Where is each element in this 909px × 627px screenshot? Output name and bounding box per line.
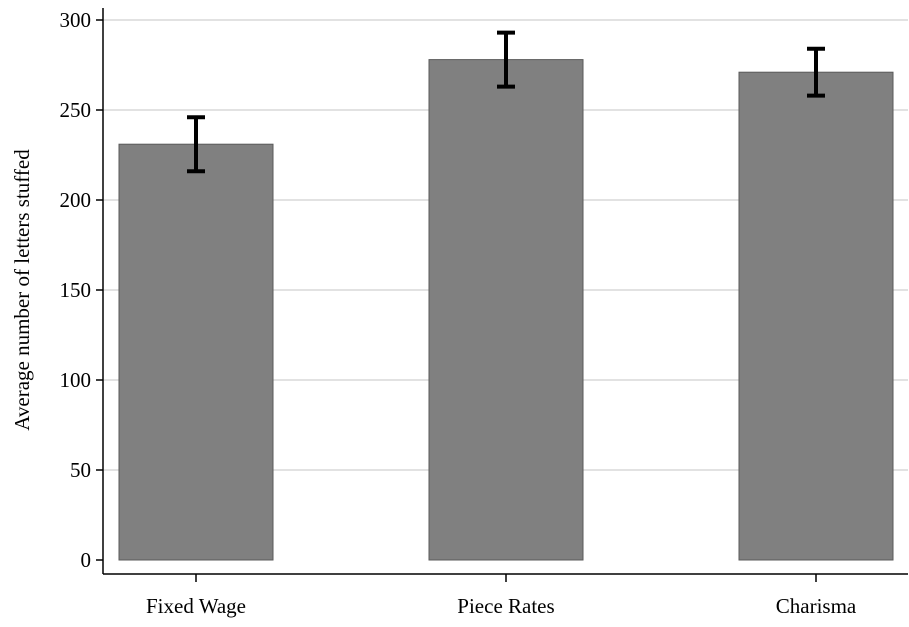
y-tick-label: 150	[60, 278, 92, 302]
error-bars	[187, 30, 825, 174]
x-tick-label: Piece Rates	[457, 594, 554, 618]
y-tick-label: 250	[60, 98, 92, 122]
y-tick-label: 0	[81, 548, 92, 572]
error-bar	[497, 30, 515, 89]
x-tick-label: Charisma	[776, 594, 857, 618]
y-tick-label: 200	[60, 188, 92, 212]
y-ticks: 0 50 100 150 200 250 300	[60, 8, 103, 572]
bar-piece-rates	[428, 59, 584, 561]
error-bar	[187, 115, 205, 174]
y-tick-label: 300	[60, 8, 92, 32]
x-tick-label: Fixed Wage	[146, 594, 246, 618]
y-tick-label: 100	[60, 368, 92, 392]
bar-charisma	[738, 71, 894, 561]
y-tick-label: 50	[70, 458, 91, 482]
y-axis-title: Average number of letters stuffed	[10, 149, 34, 431]
x-ticks: Fixed Wage Piece Rates Charisma	[146, 574, 857, 618]
error-bar	[807, 46, 825, 98]
bars	[118, 59, 894, 561]
bar-fixed-wage	[118, 143, 274, 561]
